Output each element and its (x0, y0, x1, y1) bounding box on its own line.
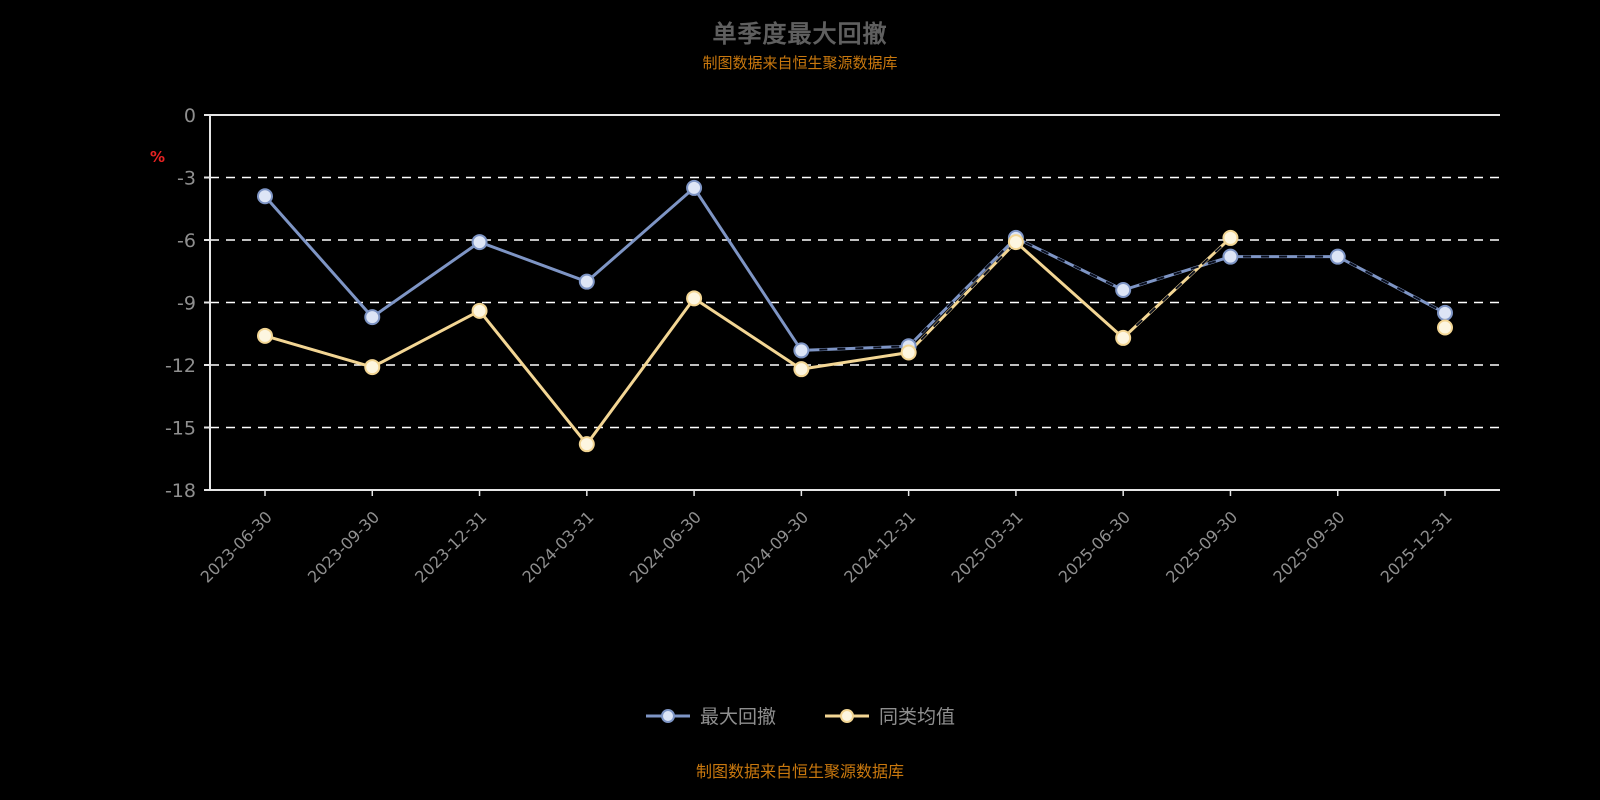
legend-label-max-drawdown: 最大回撤 (699, 706, 776, 728)
series-0-point-9 (1222, 248, 1239, 265)
series-1-point-1 (364, 359, 381, 376)
x-tick-label: 2023-09-30 (304, 507, 383, 586)
x-tick-label: 2024-03-31 (518, 507, 597, 586)
chart-title: 单季度最大回撤 (712, 20, 888, 48)
y-tick-label: -12 (165, 355, 196, 377)
series-0-point-8 (1115, 282, 1132, 298)
series-1-point-6 (900, 344, 917, 361)
chart-subtitle: 制图数据来自恒生聚源数据库 (702, 54, 898, 72)
legend-item-max-drawdown[interactable]: 最大回撤 (645, 702, 776, 729)
legend-item-category-average[interactable]: 同类均值 (824, 702, 955, 729)
y-tick-label: -6 (177, 230, 196, 252)
y-tick-label: -3 (177, 168, 196, 190)
series-1-point-2 (471, 302, 488, 319)
series-0-point-11 (1437, 304, 1453, 321)
y-tick-label: -15 (165, 418, 196, 440)
x-tick-label: 2024-09-30 (733, 507, 812, 586)
series-1-point-4 (686, 290, 703, 307)
series-1-point-5 (793, 361, 810, 378)
x-tick-label: 2024-06-30 (626, 507, 705, 586)
series-0-point-5 (793, 342, 810, 359)
series-0-point-3 (578, 273, 595, 290)
x-tick-label: 2025-12-31 (1377, 507, 1456, 586)
series-0-point-1 (364, 309, 381, 326)
y-axis-unit-label: % (150, 148, 165, 166)
y-tick-label: -9 (177, 293, 196, 315)
chart-legend: 最大回撤 同类均值 (0, 702, 1600, 729)
x-tick-label: 2025-06-30 (1055, 507, 1134, 586)
legend-line-circle-icon (824, 708, 870, 724)
x-tick-label: 2023-12-31 (411, 507, 490, 586)
x-tick-label: 2024-12-31 (840, 507, 919, 586)
series-line-0 (263, 186, 1447, 352)
series-0-point-10 (1329, 248, 1346, 265)
y-tick-label: 0 (184, 105, 196, 127)
series-1-point-7 (1007, 234, 1024, 251)
x-tick-label: 2025-09-30 (1162, 507, 1241, 586)
data-source-note: 制图数据来自恒生聚源数据库 (695, 762, 904, 781)
legend-label-category-average: 同类均值 (879, 706, 956, 728)
y-tick-label: -18 (165, 480, 196, 502)
series-0-point-2 (471, 234, 488, 251)
series-0-point-0 (257, 188, 273, 205)
x-tick-label: 2025-09-30 (1269, 507, 1348, 586)
series-1-point-8 (1115, 329, 1132, 346)
series-1-point-9 (1222, 229, 1239, 246)
x-tick-label: 2025-03-31 (948, 507, 1027, 586)
x-tick-label: 2023-06-30 (197, 507, 276, 586)
series-1-point-11 (1437, 319, 1453, 336)
legend-line-circle-icon (645, 708, 691, 724)
series-1-point-3 (578, 436, 595, 453)
series-dash-overlay (1122, 237, 1232, 339)
series-0-point-4 (686, 179, 703, 196)
series-1-point-0 (257, 327, 273, 344)
series-dash-overlay (907, 241, 1017, 354)
